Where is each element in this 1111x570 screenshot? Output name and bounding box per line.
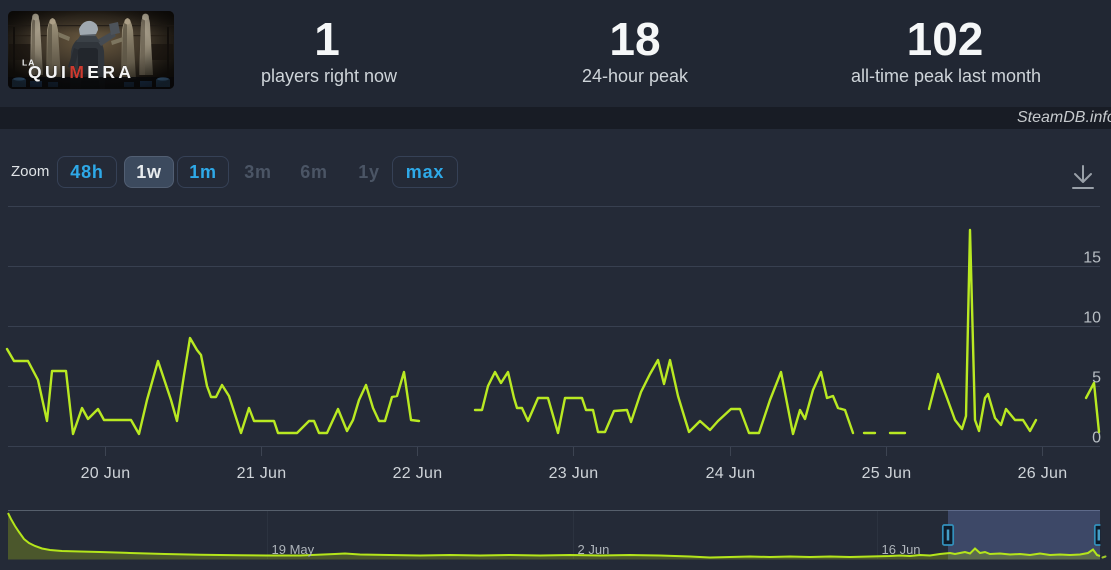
svg-text:0: 0 [1092, 430, 1101, 447]
svg-text:22 Jun: 22 Jun [393, 465, 443, 482]
svg-text:21 Jun: 21 Jun [237, 465, 287, 482]
svg-text:25 Jun: 25 Jun [862, 465, 912, 482]
svg-text:23 Jun: 23 Jun [549, 465, 599, 482]
svg-text:15: 15 [1083, 250, 1101, 267]
svg-text:19 May: 19 May [272, 542, 315, 557]
svg-text:LA: LA [22, 58, 35, 68]
svg-text:2 Jun: 2 Jun [578, 542, 610, 557]
svg-text:5: 5 [1092, 370, 1101, 387]
svg-text:10: 10 [1083, 310, 1101, 327]
svg-text:26 Jun: 26 Jun [1018, 465, 1068, 482]
svg-text:QUIMERA: QUIMERA [28, 62, 134, 82]
svg-text:16 Jun: 16 Jun [882, 542, 921, 557]
svg-text:20 Jun: 20 Jun [81, 465, 131, 482]
svg-text:24 Jun: 24 Jun [706, 465, 756, 482]
